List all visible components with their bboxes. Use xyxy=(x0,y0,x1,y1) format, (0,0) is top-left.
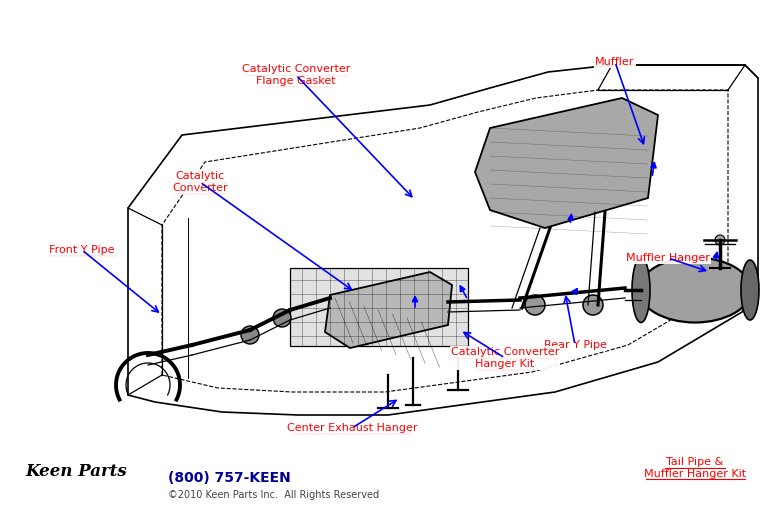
Text: Tail Pipe &
Muffler Hanger Kit: Tail Pipe & Muffler Hanger Kit xyxy=(644,457,746,479)
Polygon shape xyxy=(325,272,452,348)
Circle shape xyxy=(715,235,725,245)
Text: Catalytic Converter
Flange Gasket: Catalytic Converter Flange Gasket xyxy=(242,64,350,86)
Text: Muffler Hanger: Muffler Hanger xyxy=(626,253,710,263)
Text: Keen Parts: Keen Parts xyxy=(25,464,127,481)
Text: Center Exhaust Hanger: Center Exhaust Hanger xyxy=(286,423,417,433)
Ellipse shape xyxy=(632,257,650,323)
Text: Muffler: Muffler xyxy=(595,57,634,67)
Text: ©2010 Keen Parts Inc.  All Rights Reserved: ©2010 Keen Parts Inc. All Rights Reserve… xyxy=(168,490,379,500)
Text: Catalytic Converter
Hanger Kit: Catalytic Converter Hanger Kit xyxy=(450,347,559,369)
Circle shape xyxy=(525,295,545,315)
Ellipse shape xyxy=(741,260,759,320)
Bar xyxy=(290,268,468,346)
Text: Rear Y Pipe: Rear Y Pipe xyxy=(544,340,607,350)
Text: Front Y Pipe: Front Y Pipe xyxy=(49,245,115,255)
Polygon shape xyxy=(475,98,658,228)
Ellipse shape xyxy=(639,257,751,323)
Circle shape xyxy=(241,326,259,344)
Text: (800) 757-KEEN: (800) 757-KEEN xyxy=(168,471,291,485)
Circle shape xyxy=(583,295,603,315)
Text: Catalytic
Converter: Catalytic Converter xyxy=(172,171,228,193)
Circle shape xyxy=(273,309,291,327)
